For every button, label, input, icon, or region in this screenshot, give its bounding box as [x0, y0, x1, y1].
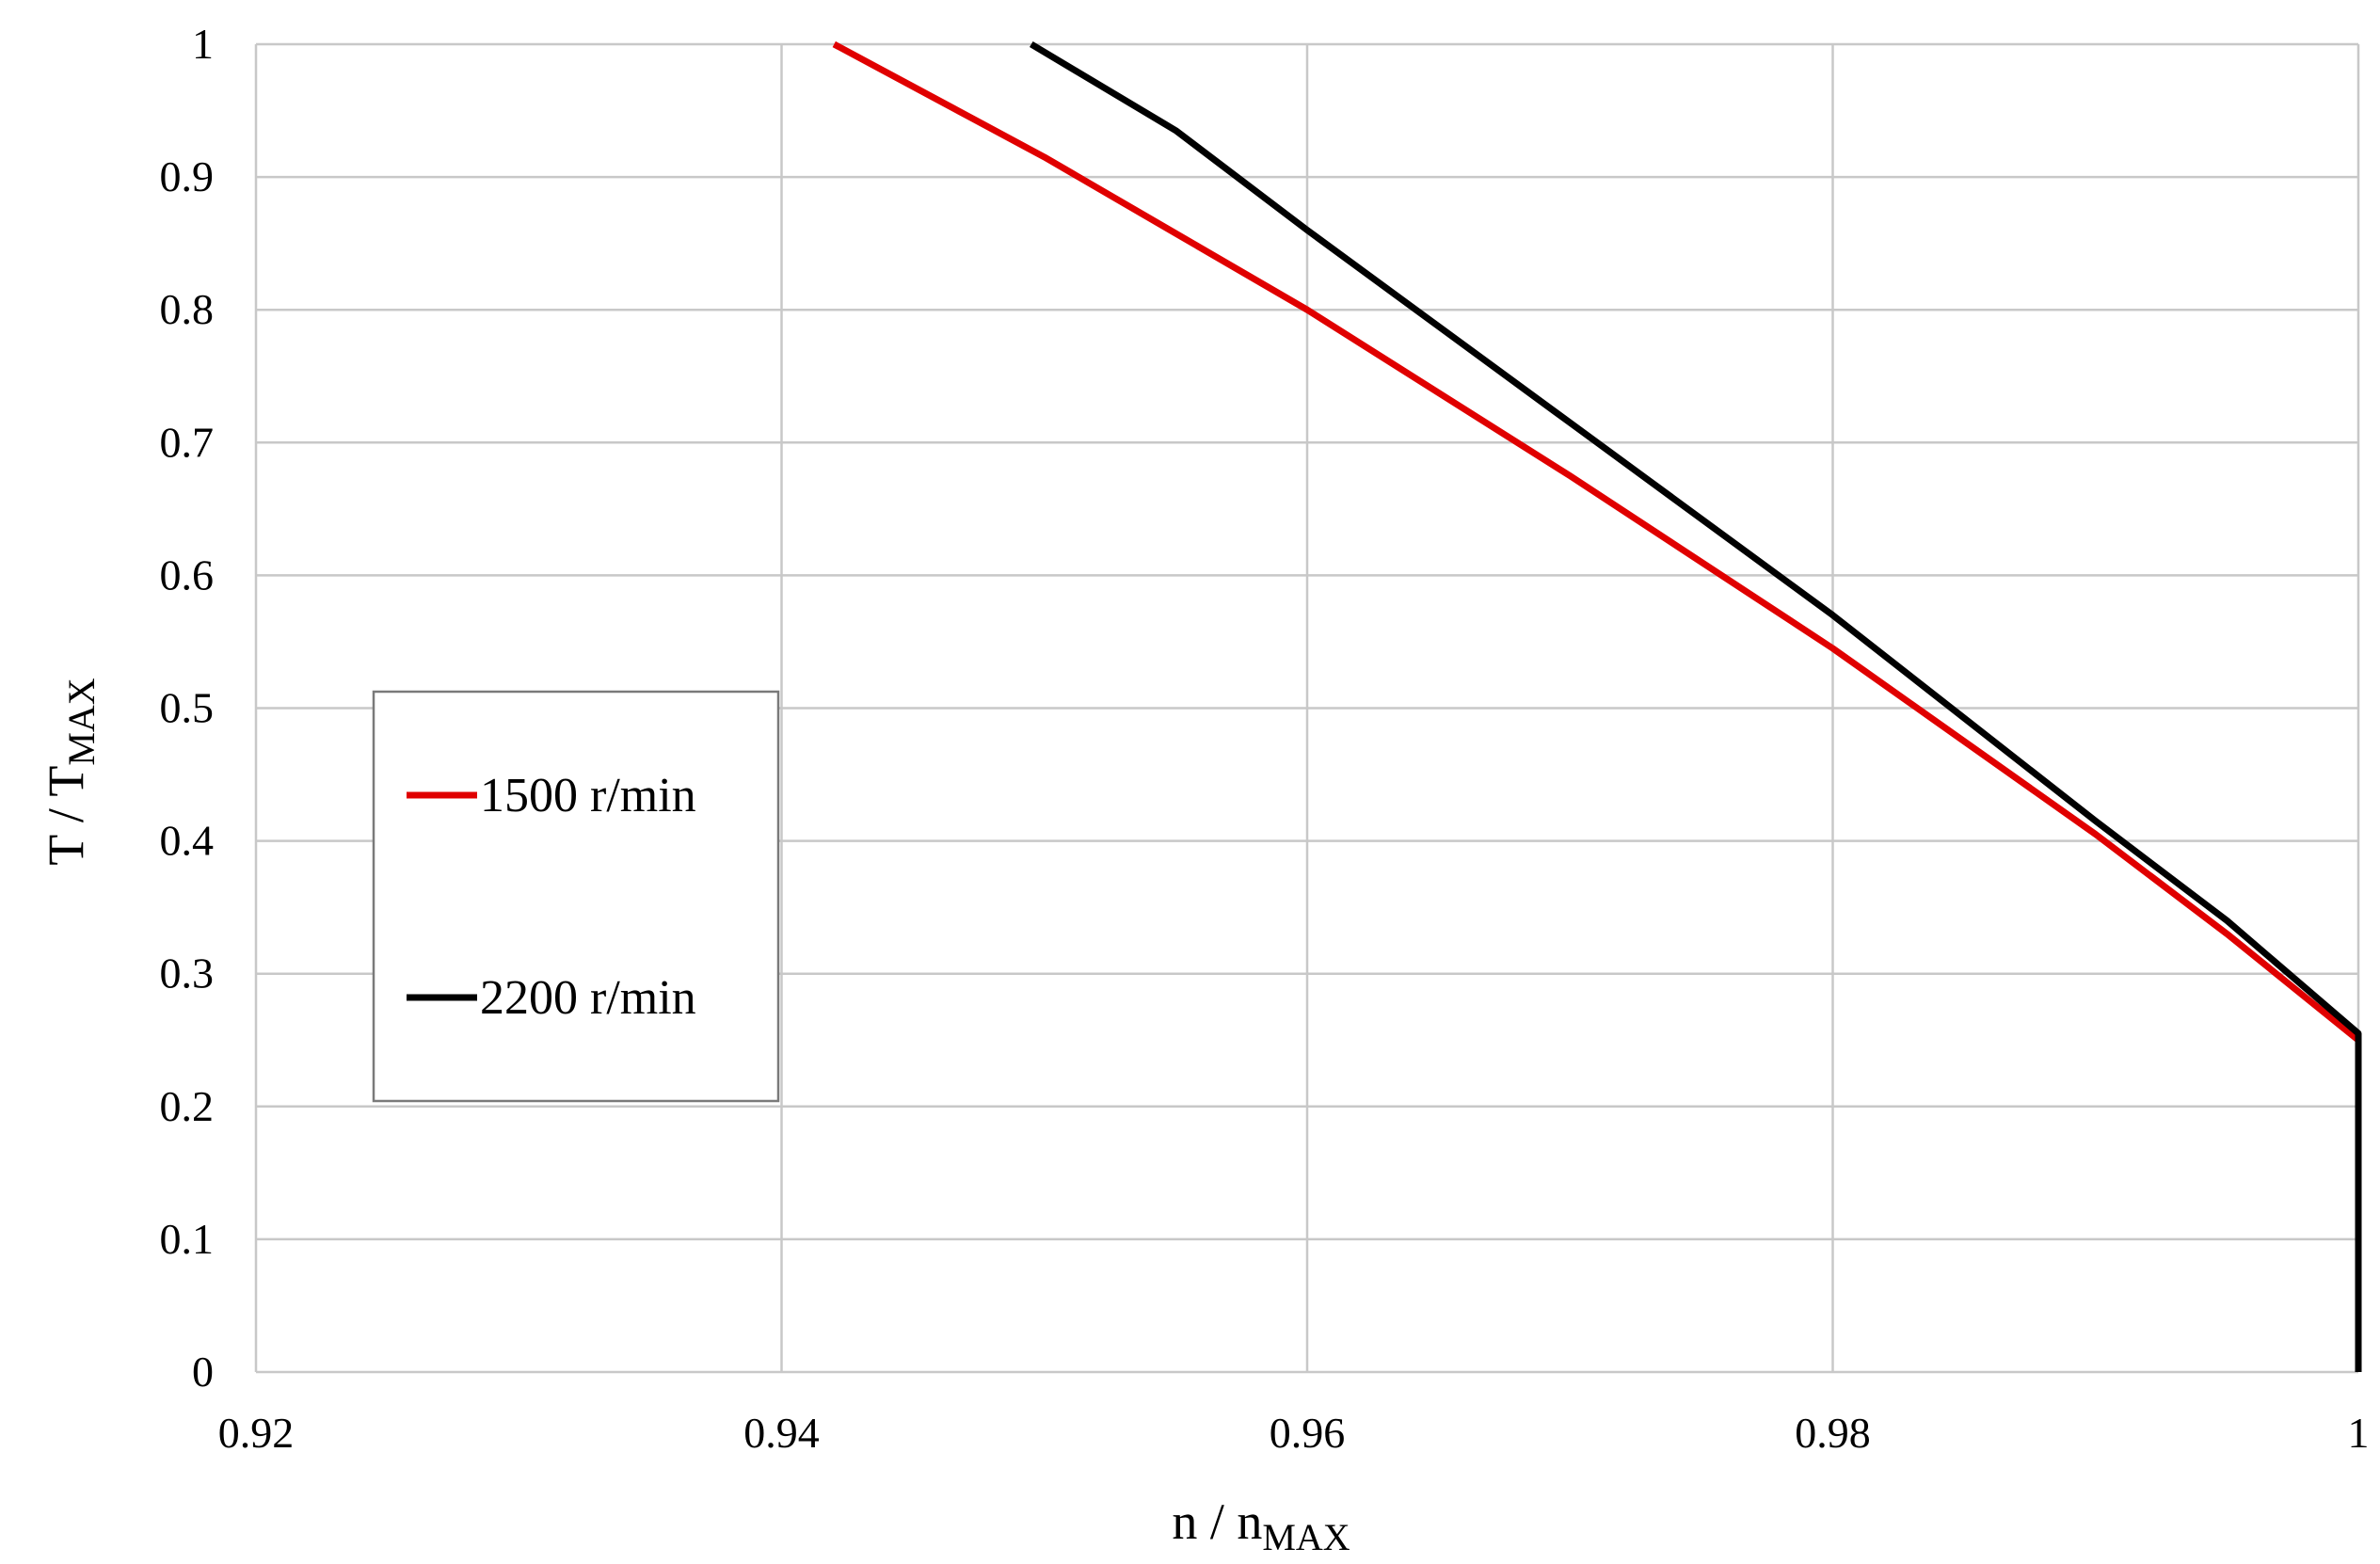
y-tick-label: 0.9 [160, 152, 215, 200]
series-line-1500 [832, 40, 2362, 1372]
y-axis-tick-labels: 0 0.1 0.2 0.3 0.4 0.5 0.6 0.7 0.8 0.9 1 [160, 20, 215, 1396]
x-axis-tick-labels: 0.92 0.94 0.96 0.98 1 [218, 1409, 2370, 1457]
x-axis-title: n / nMAX [1172, 1493, 1350, 1558]
x-tick-label: 0.92 [218, 1409, 295, 1457]
x-tick-label: 0.94 [743, 1409, 820, 1457]
y-tick-label: 0.8 [160, 285, 215, 333]
legend-box [372, 690, 780, 1103]
x-tick-label: 1 [2348, 1409, 2370, 1457]
x-tick-label: 0.96 [1270, 1409, 1346, 1457]
y-tick-label: 0.2 [160, 1082, 215, 1130]
y-tick-label: 0.7 [160, 418, 215, 466]
y-tick-label: 1 [192, 20, 214, 68]
legend-label-1500: 1500 r/min [480, 769, 696, 822]
x-tick-label: 0.98 [1795, 1409, 1871, 1457]
legend: 1500 r/min 2200 r/min [372, 690, 780, 1103]
y-tick-label: 0 [192, 1348, 214, 1396]
series-line-2200 [1030, 40, 2362, 1372]
y-tick-label: 0.3 [160, 950, 215, 997]
y-tick-label: 0.5 [160, 684, 215, 732]
legend-label-2200: 2200 r/min [480, 971, 696, 1025]
y-tick-label: 0.4 [160, 817, 215, 865]
y-tick-label: 0.6 [160, 551, 215, 598]
series-lines [832, 40, 2362, 1372]
y-axis-title: T / TMAX [38, 678, 103, 865]
y-tick-label: 0.1 [160, 1215, 215, 1263]
